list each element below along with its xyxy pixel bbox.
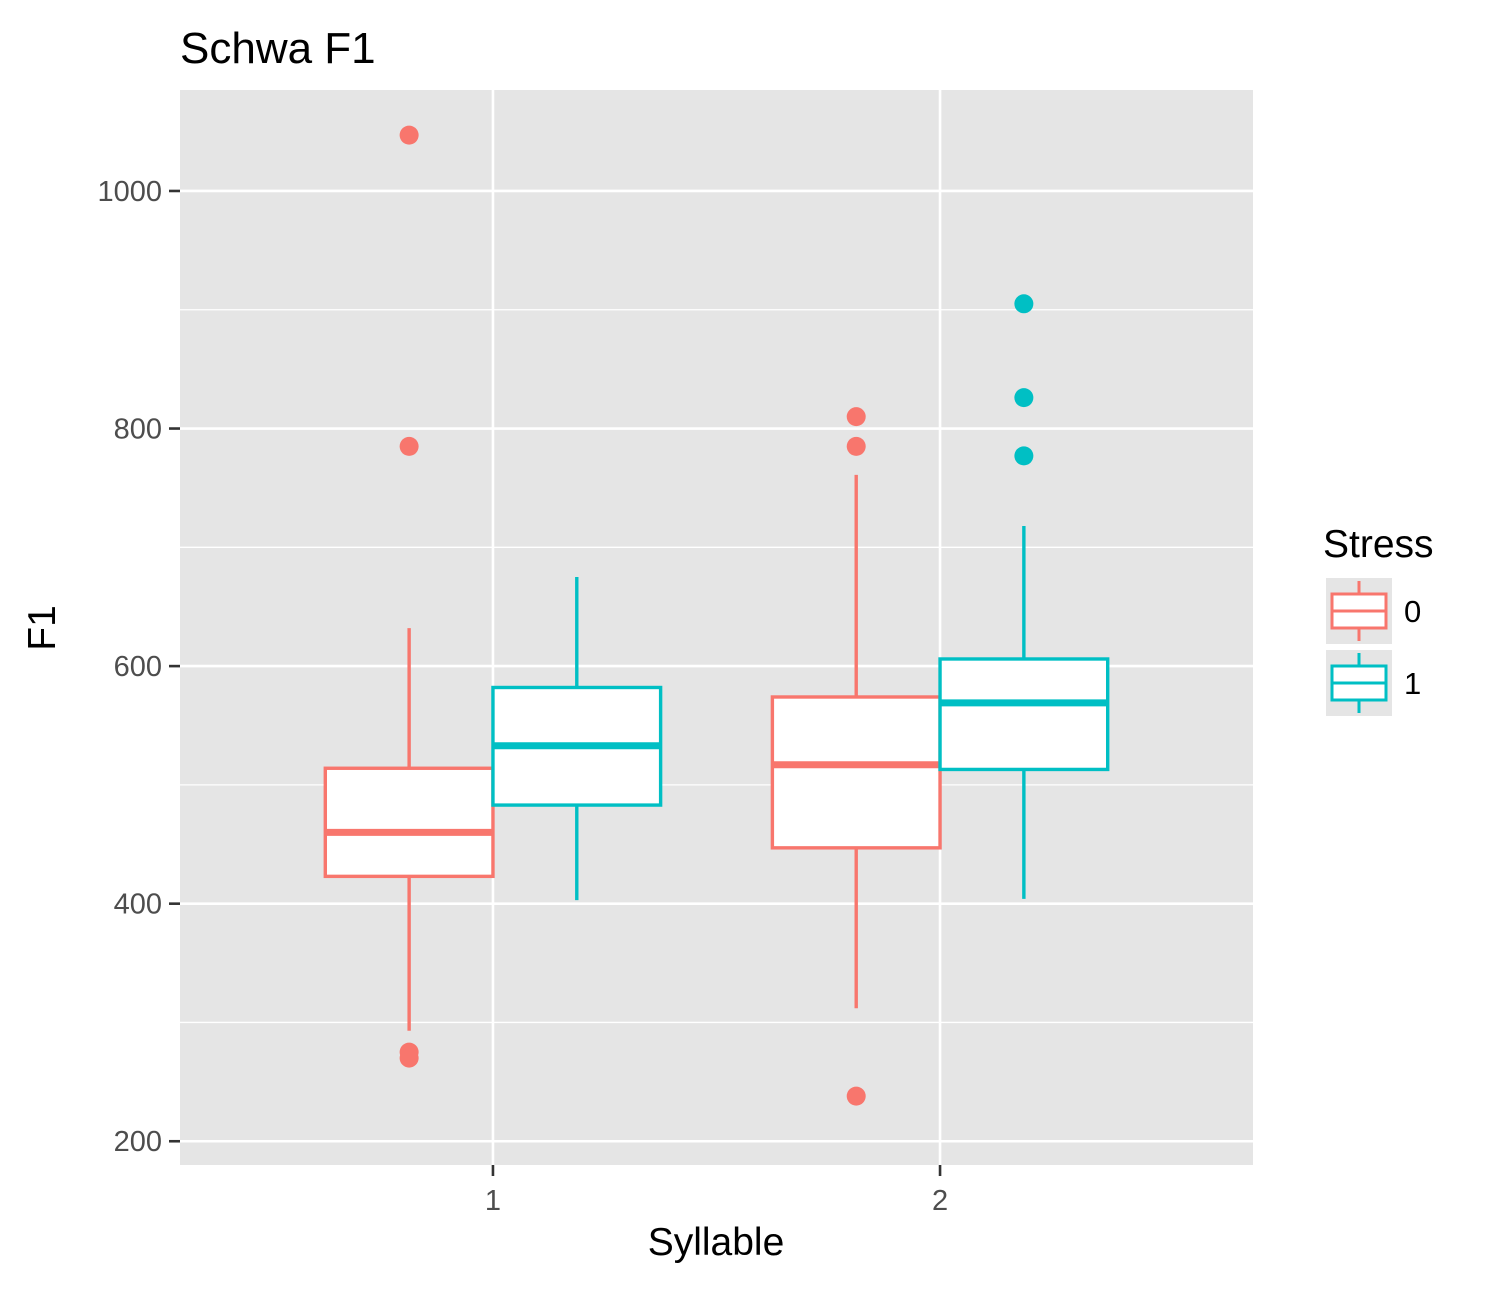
y-axis: 200 400 600 800 1000 xyxy=(97,176,180,1158)
legend-label: 1 xyxy=(1404,666,1421,701)
legend-item-1: 1 xyxy=(1326,650,1421,716)
y-tick-label: 1000 xyxy=(97,176,162,208)
outlier-point xyxy=(399,1048,419,1068)
box xyxy=(770,695,942,850)
legend: Stress 0 1 xyxy=(1323,523,1434,716)
boxplot-0-1 xyxy=(323,125,495,1068)
boxplot-0-2 xyxy=(770,407,942,1106)
outlier-point xyxy=(399,125,419,145)
grid-lines xyxy=(180,90,1253,1165)
boxplot-1-2 xyxy=(938,294,1110,899)
x-tick-label: 1 xyxy=(485,1185,501,1217)
box xyxy=(323,766,495,879)
outlier-point xyxy=(1014,294,1034,314)
y-tick-label: 400 xyxy=(114,889,162,921)
plot-panel xyxy=(180,90,1253,1165)
y-axis-label: F1 xyxy=(21,605,64,651)
boxplots xyxy=(323,125,1110,1106)
chart-title: Schwa F1 xyxy=(180,24,376,73)
outlier-point xyxy=(1014,388,1034,408)
x-tick-label: 2 xyxy=(932,1185,948,1217)
x-axis-label: Syllable xyxy=(648,1221,785,1264)
y-tick-label: 800 xyxy=(114,414,162,446)
outlier-point xyxy=(1014,446,1034,466)
box xyxy=(938,657,1110,772)
y-tick-label: 200 xyxy=(114,1126,162,1158)
outlier-point xyxy=(399,436,419,456)
outlier-point xyxy=(846,436,866,456)
boxplot-1-1 xyxy=(491,577,663,901)
outlier-point xyxy=(846,407,866,427)
legend-label: 0 xyxy=(1404,594,1421,629)
outlier-point xyxy=(846,1086,866,1106)
legend-title: Stress xyxy=(1323,523,1434,566)
legend-item-0: 0 xyxy=(1326,578,1421,644)
y-tick-label: 600 xyxy=(114,651,162,683)
